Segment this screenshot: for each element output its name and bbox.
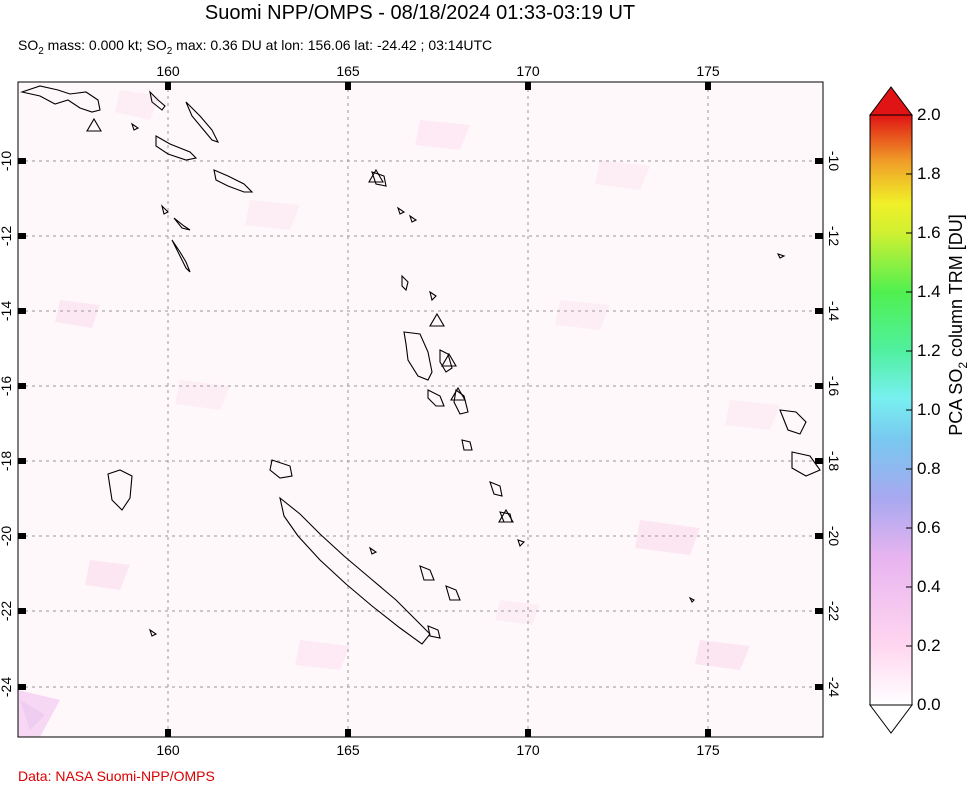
coastline-small-island — [173, 217, 191, 231]
lat-label-left: -12 — [0, 226, 14, 246]
lat-label-left: -14 — [0, 301, 14, 321]
lat-label-right: -14 — [826, 301, 842, 321]
colorbar-tick-label: 0.8 — [917, 459, 941, 478]
lon-label-bottom: 175 — [696, 742, 720, 758]
coastline-santa-isabel — [185, 101, 220, 143]
lat-label-right: -12 — [826, 226, 842, 246]
lat-label-right: -24 — [826, 677, 842, 697]
page-title: Suomi NPP/OMPS - 08/18/2024 01:33-03:19 … — [204, 2, 636, 24]
coastline-bougainville — [19, 85, 101, 113]
coastline-isle-3 — [688, 596, 695, 603]
lon-label-bottom: 160 — [156, 742, 180, 758]
colorbar — [869, 86, 913, 734]
lat-label-right: -22 — [826, 601, 842, 621]
triangle-outline-icon — [498, 508, 514, 523]
lon-label-bottom: 165 — [336, 742, 360, 758]
coastline-small-reef — [148, 628, 158, 637]
coastline-isle-2 — [408, 214, 418, 223]
lon-label-top: 175 — [696, 63, 720, 79]
triangle-outline-icon — [450, 386, 466, 401]
coastline-isle-1 — [396, 206, 406, 215]
coastline-belep — [269, 459, 293, 479]
lat-label-left: -18 — [0, 451, 14, 471]
triangle-outline-icon — [86, 117, 102, 132]
coastline-isle-of-pines — [427, 625, 441, 639]
triangle-outline-icon — [429, 312, 445, 327]
coastline-guadalcanal — [155, 135, 198, 161]
lat-label-right: -10 — [826, 151, 842, 171]
colorbar-tick-label: 1.4 — [917, 282, 941, 301]
lat-label-left: -22 — [0, 601, 14, 621]
colorbar-tick-label: 1.8 — [917, 164, 941, 183]
coastline-banks — [429, 290, 437, 302]
coastline-rotuma — [776, 253, 786, 259]
lat-label-left: -20 — [0, 526, 14, 546]
axis-tick-marks — [18, 82, 823, 737]
coastline-reef — [368, 546, 378, 555]
coastline-efate — [461, 439, 473, 451]
volcano-markers — [86, 117, 514, 523]
coastline-vanua-levu — [779, 409, 807, 435]
coastline-grande-terre — [279, 496, 431, 645]
map-subtitle: SO2 mass: 0.000 kt; SO2 max: 0.36 DU at … — [18, 37, 493, 57]
so2-pixel-field — [18, 90, 780, 737]
lat-label-right: -18 — [826, 451, 842, 471]
triangle-outline-icon — [441, 352, 457, 367]
lat-label-left: -10 — [0, 151, 14, 171]
colorbar-tick-label: 1.2 — [917, 341, 941, 360]
coastline-streak — [171, 239, 191, 273]
graticule — [18, 82, 823, 737]
coastline-rennell — [160, 204, 169, 215]
coastline-aneityum — [517, 539, 526, 548]
coastline-ambae — [439, 349, 453, 373]
coastline-santa-cruz — [371, 171, 387, 187]
coastlines — [19, 85, 821, 645]
colorbar-tick-label: 1.0 — [917, 400, 941, 419]
coastline-choiseul — [149, 90, 166, 111]
colorbar-tick-label: 0.0 — [917, 695, 941, 714]
lon-label-top: 170 — [516, 63, 540, 79]
map-frame — [17, 81, 824, 738]
colorbar-tick-label: 2.0 — [917, 105, 941, 124]
coastline-erromango — [489, 481, 503, 497]
coastline-small-isle — [130, 122, 140, 131]
lon-label-top: 160 — [156, 63, 180, 79]
lat-label-left: -24 — [0, 677, 14, 697]
colorbar-max-arrow — [869, 86, 913, 116]
colorbar-gradient — [869, 114, 913, 706]
coastline-lifou — [445, 585, 461, 601]
lat-label-left: -16 — [0, 376, 14, 396]
lat-label-right: -16 — [826, 376, 842, 396]
coastline-chesterfield — [107, 469, 133, 511]
coastline-torres — [401, 274, 409, 292]
data-credit: Data: NASA Suomi-NPP/OMPS — [18, 768, 215, 784]
lon-label-bottom: 170 — [516, 742, 540, 758]
coastline-malakula — [427, 389, 445, 407]
colorbar-min-arrow — [869, 704, 913, 734]
colorbar-title: PCA SO2 column TRM [DU] — [946, 214, 970, 436]
lon-labels: 160 165 170 175 160 165 170 175 — [156, 63, 720, 758]
colorbar-tick-label: 0.4 — [917, 577, 941, 596]
map-background — [18, 82, 823, 737]
coastline-ouvea — [419, 565, 435, 581]
lat-label-right: -20 — [826, 526, 842, 546]
coastline-makira — [213, 169, 254, 193]
colorbar-tick-label: 0.6 — [917, 518, 941, 537]
coastline-espiritu-santo — [403, 331, 433, 381]
coastline-viti-levu — [791, 451, 821, 477]
triangle-outline-icon — [368, 168, 384, 183]
colorbar-tick-label: 1.6 — [917, 223, 941, 242]
lat-labels: -10 -12 -14 -16 -18 -20 -22 -24 -10 -12 … — [0, 151, 842, 698]
colorbar-tick-label: 0.2 — [917, 636, 941, 655]
lon-label-top: 165 — [336, 63, 360, 79]
